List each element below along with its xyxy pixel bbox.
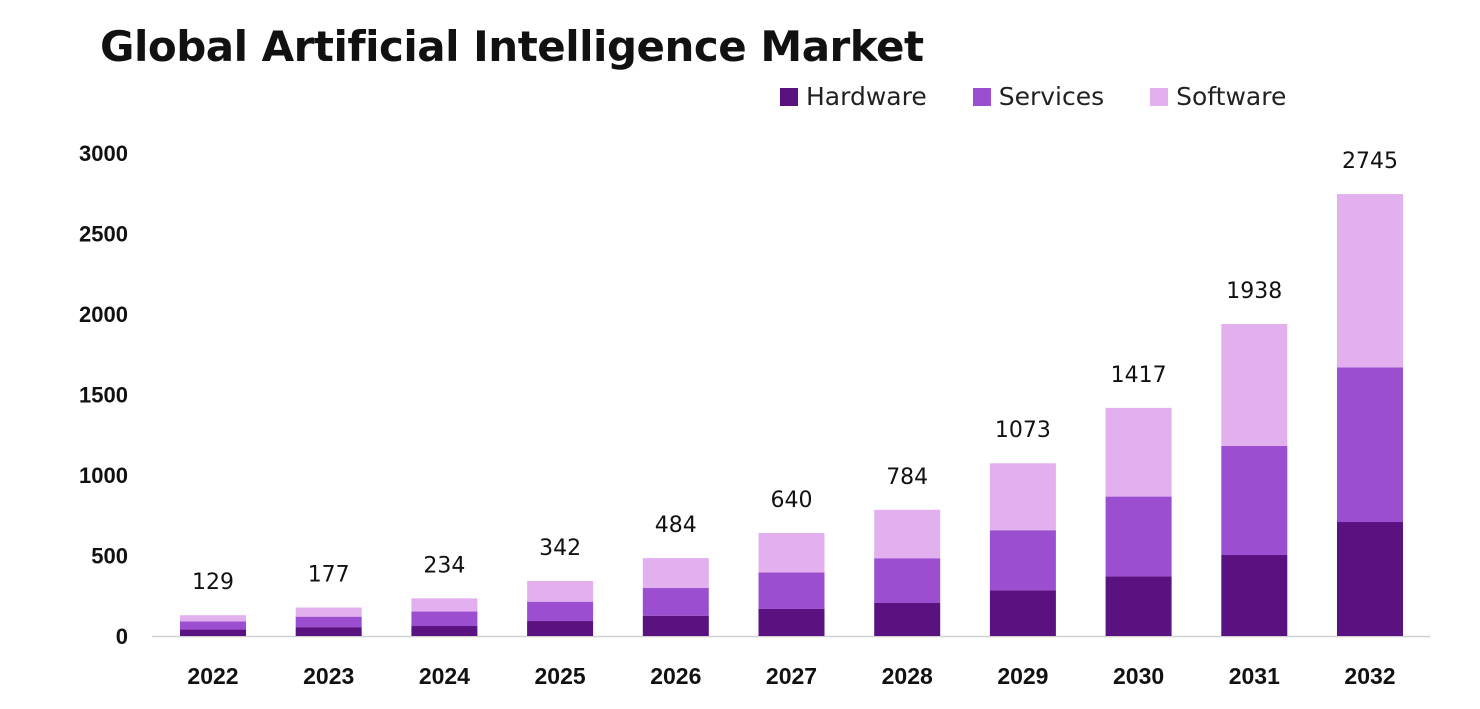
total-label-2022: 129 xyxy=(192,570,234,595)
bar-software-2030 xyxy=(1105,407,1172,497)
bar-software-2027 xyxy=(758,532,825,573)
bar-services-2024 xyxy=(411,611,478,627)
y-tick-label: 1500 xyxy=(79,383,128,408)
bar-software-2029 xyxy=(989,463,1056,531)
legend-item-software: Software xyxy=(1150,82,1286,111)
total-label-2030: 1417 xyxy=(1111,363,1167,388)
bar-services-2030 xyxy=(1105,496,1172,577)
legend-item-hardware: Hardware xyxy=(780,82,927,111)
bar-services-2025 xyxy=(527,601,594,622)
bar-hardware-2031 xyxy=(1221,555,1288,636)
x-tick-label: 2028 xyxy=(882,663,933,689)
x-tick-label: 2022 xyxy=(187,663,238,689)
bar-software-2025 xyxy=(527,580,594,602)
x-tick-label: 2027 xyxy=(766,663,817,689)
bar-hardware-2029 xyxy=(989,590,1056,636)
bar-hardware-2022 xyxy=(180,629,246,636)
bar-hardware-2024 xyxy=(411,626,478,636)
x-tick-label: 2030 xyxy=(1113,663,1164,689)
chart-title: Global Artificial Intelligence Market xyxy=(100,22,924,71)
total-label-2029: 1073 xyxy=(995,418,1051,443)
legend-label-hardware: Hardware xyxy=(806,82,927,111)
legend-swatch-hardware xyxy=(780,87,798,106)
x-tick-label: 2031 xyxy=(1229,663,1280,689)
bar-software-2023 xyxy=(295,607,362,617)
y-tick-label: 500 xyxy=(91,544,128,569)
x-tick-label: 2029 xyxy=(997,663,1048,689)
bar-software-2022 xyxy=(180,615,246,622)
bar-software-2031 xyxy=(1221,323,1288,447)
total-label-2023: 177 xyxy=(308,563,350,588)
total-label-2026: 484 xyxy=(655,513,697,538)
x-tick-label: 2032 xyxy=(1344,663,1395,689)
total-label-2031: 1938 xyxy=(1226,279,1282,304)
y-tick-label: 1000 xyxy=(79,463,128,488)
legend-label-services: Services xyxy=(998,82,1105,111)
bar-services-2032 xyxy=(1337,367,1403,523)
x-tick-label: 2026 xyxy=(650,663,701,689)
bar-software-2026 xyxy=(642,558,709,589)
total-label-2028: 784 xyxy=(886,465,928,490)
bar-software-2028 xyxy=(874,509,941,559)
y-tick-label: 2000 xyxy=(79,302,128,327)
bar-hardware-2023 xyxy=(295,627,362,636)
total-label-2032: 2745 xyxy=(1342,149,1398,174)
y-tick-label: 2500 xyxy=(79,222,128,247)
x-tick-label: 2024 xyxy=(419,663,470,689)
total-label-2027: 640 xyxy=(771,488,813,513)
x-tick-label: 2023 xyxy=(303,663,354,689)
bar-hardware-2032 xyxy=(1337,522,1403,636)
bar-services-2028 xyxy=(874,558,941,603)
total-label-2025: 342 xyxy=(539,536,581,561)
bar-hardware-2027 xyxy=(758,608,825,636)
bar-software-2024 xyxy=(411,598,478,612)
bar-software-2032 xyxy=(1337,194,1403,368)
total-label-2024: 234 xyxy=(423,553,465,578)
bar-services-2031 xyxy=(1221,446,1288,556)
bar-services-2022 xyxy=(180,621,246,630)
legend-swatch-services xyxy=(972,87,991,106)
legend-swatch-software xyxy=(1150,87,1169,106)
bar-services-2026 xyxy=(642,588,709,616)
bar-services-2027 xyxy=(758,572,825,609)
legend-label-software: Software xyxy=(1176,82,1287,111)
bar-hardware-2030 xyxy=(1105,576,1172,636)
bar-services-2029 xyxy=(989,530,1056,591)
y-tick-label: 3000 xyxy=(79,141,128,166)
bar-services-2023 xyxy=(295,616,362,628)
bar-hardware-2025 xyxy=(527,621,594,636)
legend-item-services: Services xyxy=(972,82,1105,111)
bar-hardware-2026 xyxy=(642,615,709,636)
y-tick-label: 0 xyxy=(116,624,128,649)
bar-hardware-2028 xyxy=(874,602,941,636)
x-tick-label: 2025 xyxy=(535,663,586,689)
legend: Hardware Services Software xyxy=(780,82,1332,111)
